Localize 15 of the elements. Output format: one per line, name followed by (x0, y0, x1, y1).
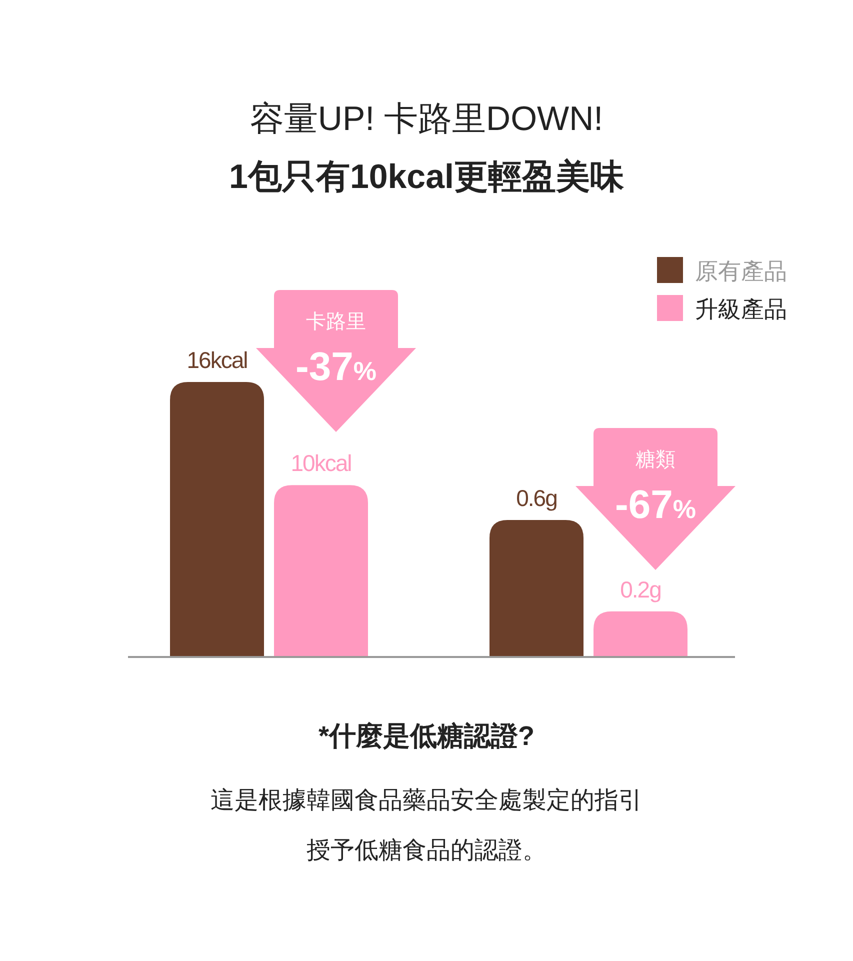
data-label: 0.2g (620, 576, 662, 602)
text: 授予低糖食品的認證。 (306, 837, 546, 864)
legend-label: 原有產品 (695, 258, 787, 284)
data-label: 10kcal (290, 450, 352, 476)
text: *什麼是低糖認證? (318, 721, 534, 751)
annotation: -67% (615, 483, 696, 527)
data-label: 16kcal (186, 347, 248, 373)
chart-title: 容量UP! 卡路里DOWN! (250, 100, 604, 138)
legend-label: 升級產品 (695, 296, 787, 322)
text: 糖類 (636, 449, 676, 471)
chart-subtitle: 1包只有10kcal更輕盈美味 (229, 158, 625, 196)
text: 卡路里 (306, 311, 366, 333)
data-label: 0.6g (516, 485, 558, 511)
annotation: -37% (296, 345, 376, 389)
text: 這是根據韓國食品藥品安全處製定的指引 (210, 787, 642, 814)
